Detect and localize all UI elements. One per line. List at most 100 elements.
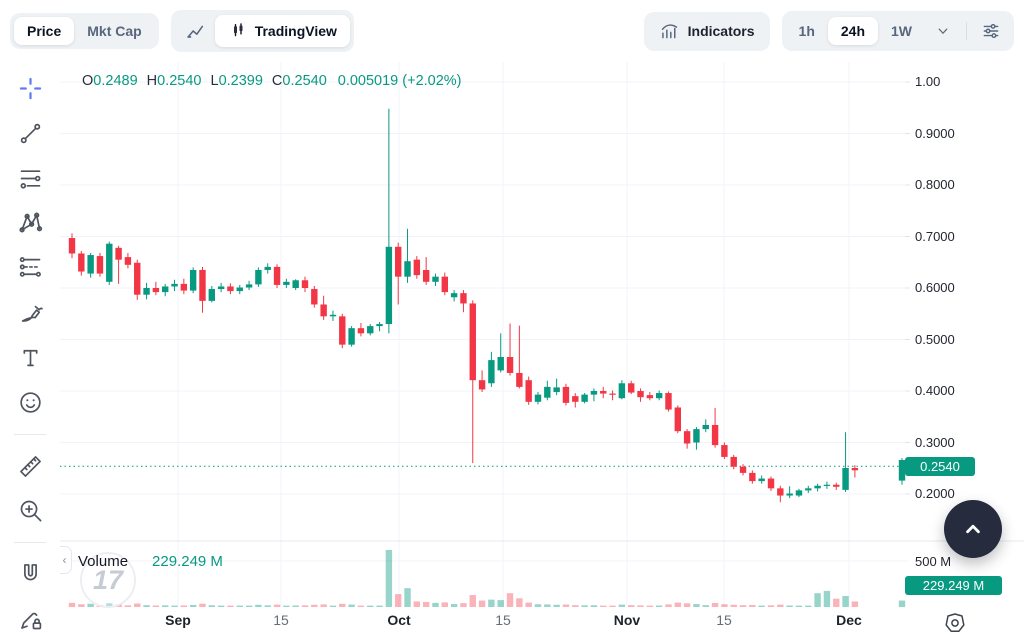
chart-toolbar: Price Mkt Cap TradingView (0, 0, 1024, 62)
zoom-in-tool-button[interactable] (13, 497, 47, 526)
indicators-button[interactable]: Indicators (643, 11, 770, 51)
tv-candles-icon (228, 21, 248, 41)
volume-bar (152, 605, 160, 607)
time-axis-label: Sep (165, 612, 191, 628)
fib-retracement-tool-button[interactable] (13, 164, 47, 193)
candle-body (264, 266, 271, 270)
text-tool-button[interactable] (13, 343, 47, 372)
trend-line-tool-button[interactable] (13, 119, 47, 148)
price-axis-label: 0.2000 (915, 486, 955, 501)
candle-body (702, 424, 709, 430)
candle-body (544, 386, 551, 398)
candle-body (404, 261, 411, 277)
pane-collapse-handle[interactable]: ‹ (58, 546, 72, 574)
volume-bar (162, 605, 169, 607)
volume-bar (255, 604, 262, 607)
xabcd-pattern-icon (18, 212, 42, 233)
price-axis-label: 1.00 (915, 74, 941, 89)
chevron-up-icon (960, 516, 986, 542)
volume-bar (478, 600, 486, 607)
volume-bar (339, 603, 346, 607)
candle-body (273, 266, 281, 285)
candle-body (581, 394, 588, 402)
candle-body (758, 478, 765, 482)
volume-bar (413, 601, 421, 607)
volume-bar (189, 604, 197, 607)
timeframe-24h[interactable]: 24h (827, 17, 878, 45)
long-position-tool-button[interactable] (13, 253, 47, 282)
volume-bar (124, 605, 132, 607)
volume-bar (730, 604, 737, 607)
candle-body (245, 284, 253, 288)
candle-body (730, 456, 737, 467)
candle-body (777, 488, 784, 496)
candle-body (562, 386, 570, 403)
candle-body (441, 276, 448, 293)
axis-settings-button[interactable] (943, 610, 969, 636)
volume-bar (68, 602, 76, 607)
xabcd-pattern-tool-button[interactable] (13, 209, 47, 238)
candle-body (152, 288, 160, 293)
brush-tool-button[interactable] (13, 298, 47, 327)
candle-body (898, 460, 906, 481)
volume-bar (655, 605, 663, 607)
volume-bar (432, 602, 439, 607)
price-axis-label: 0.6000 (915, 280, 955, 295)
ohlc-legend: O0.2489 H0.2540 L0.2399 C0.2540 0.005019… (82, 73, 462, 89)
crosshair-tool-button[interactable] (13, 74, 47, 103)
volume-bar (404, 588, 411, 607)
chart-settings-button[interactable] (972, 15, 1010, 47)
timeframe-1w[interactable]: 1W (878, 17, 925, 45)
mktcap-tab[interactable]: Mkt Cap (74, 17, 154, 45)
candle-body (124, 257, 132, 265)
time-axis-label: Oct (387, 612, 411, 628)
candle-body (115, 247, 122, 260)
candle-body (395, 246, 402, 277)
lock-drawings-tool-button[interactable] (13, 605, 47, 634)
timeframe-1h[interactable]: 1h (786, 17, 828, 45)
candle-body (478, 380, 486, 390)
emoji-tool-button[interactable] (13, 388, 47, 417)
volume-bar (674, 602, 681, 607)
price-tab[interactable]: Price (14, 17, 75, 45)
volume-bar (581, 605, 588, 607)
candle-body (376, 324, 383, 327)
volume-bar (180, 605, 188, 607)
ruler-icon (19, 455, 41, 477)
volume-bar (301, 605, 309, 607)
candle-body (320, 304, 327, 317)
time-axis-label: 15 (495, 612, 511, 628)
candle-body (739, 466, 747, 473)
timeframe-divider (966, 22, 967, 40)
candle-body (255, 269, 262, 285)
magnet-tool-button[interactable] (13, 560, 47, 589)
volume-label: Volume (78, 553, 129, 570)
toolbar-divider (14, 433, 46, 435)
candle-body (693, 429, 700, 443)
lock-drawings-icon (20, 612, 41, 630)
ruler-tool-button[interactable] (13, 452, 47, 481)
indicators-label: Indicators (687, 23, 755, 39)
timeframe-more-button[interactable] (925, 16, 961, 46)
volume-bar (758, 605, 765, 607)
volume-bar (600, 605, 607, 607)
volume-bar (805, 605, 812, 607)
candle-body (385, 246, 393, 325)
volume-bar (497, 600, 504, 607)
candle-body (805, 488, 812, 491)
chart-type-toggle: TradingView (170, 10, 354, 52)
candle-body (162, 286, 169, 293)
line-chart-button[interactable] (175, 14, 215, 48)
volume-bar (516, 598, 523, 607)
candle-body (711, 424, 719, 446)
emoji-icon (19, 392, 41, 413)
price-axis-label: 0.9000 (915, 125, 955, 141)
price-mktcap-toggle: Price Mkt Cap (10, 13, 159, 49)
price-axis-label: 0.3000 (915, 434, 955, 450)
tradingview-button[interactable]: TradingView (214, 15, 350, 47)
candle-body (292, 280, 299, 288)
scroll-to-top-button[interactable] (944, 500, 1002, 558)
volume-bar (217, 605, 225, 607)
timeframe-toggle: 1h 24h 1W (781, 11, 1014, 51)
